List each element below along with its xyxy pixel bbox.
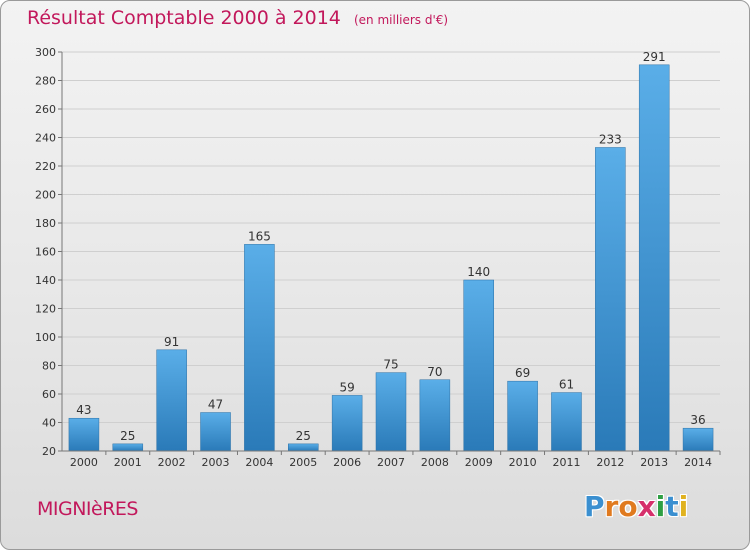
- x-tick-label-2000: 2000: [70, 456, 98, 469]
- x-tick-label-2012: 2012: [596, 456, 624, 469]
- x-tick-label-2005: 2005: [289, 456, 317, 469]
- y-tick-label: 280: [35, 75, 56, 88]
- x-tick-label-2003: 2003: [202, 456, 230, 469]
- bar-2006: [331, 395, 363, 452]
- x-tick-label-2013: 2013: [640, 456, 668, 469]
- logo-letter: t: [665, 490, 679, 523]
- value-label-2003: 47: [208, 398, 223, 412]
- logo-letter: P: [584, 490, 605, 523]
- logo-letter: o: [618, 490, 638, 523]
- x-tick-label-2014: 2014: [684, 456, 712, 469]
- bar-2003: [200, 412, 231, 452]
- value-label-2001: 25: [120, 429, 135, 443]
- bar-2005: [288, 443, 319, 452]
- value-label-2009: 140: [467, 265, 490, 279]
- x-tick-label-2008: 2008: [421, 456, 449, 469]
- bar-2013: [638, 64, 670, 452]
- x-tick-label-2004: 2004: [245, 456, 273, 469]
- value-label-2013: 291: [643, 50, 666, 64]
- bar-2002: [156, 349, 187, 452]
- x-tick-label-2002: 2002: [158, 456, 186, 469]
- y-tick-label: 220: [35, 160, 56, 173]
- x-tick-label-2007: 2007: [377, 456, 405, 469]
- proxiti-logo: Proxiti: [584, 490, 688, 523]
- value-label-2010: 69: [515, 366, 530, 380]
- bar-2008: [419, 379, 451, 452]
- y-tick-label: 300: [35, 46, 56, 59]
- x-tick-label-2010: 2010: [509, 456, 537, 469]
- y-tick-label: 200: [35, 189, 56, 202]
- logo-letter: x: [637, 490, 656, 523]
- value-label-2014: 36: [690, 413, 705, 427]
- chart-title: Résultat Comptable 2000 à 2014: [27, 7, 341, 29]
- bar-2012: [595, 147, 626, 452]
- bar-2010: [507, 380, 538, 452]
- y-tick-label: 20: [42, 445, 56, 458]
- y-tick-label: 160: [35, 246, 56, 259]
- commune-name: MIGNIèRES: [37, 498, 139, 520]
- logo-letter: r: [604, 490, 619, 523]
- y-tick-label: 260: [35, 103, 56, 116]
- bar-2007: [375, 372, 407, 452]
- value-label-2004: 165: [248, 229, 271, 243]
- y-tick-label: 140: [35, 274, 56, 287]
- bar-2004: [244, 244, 275, 452]
- logo-letter: i: [678, 490, 689, 523]
- value-label-2012: 233: [599, 132, 622, 146]
- y-tick-label: 180: [35, 217, 56, 230]
- x-tick-label-2009: 2009: [465, 456, 493, 469]
- value-label-2005: 25: [296, 429, 311, 443]
- chart-title-row: Résultat Comptable 2000 à 2014 (en milli…: [27, 7, 448, 29]
- value-label-2006: 59: [339, 380, 354, 394]
- bar-2001: [112, 443, 144, 452]
- value-label-2007: 75: [383, 358, 398, 372]
- y-tick-label: 60: [42, 388, 56, 401]
- x-tick-label-2006: 2006: [333, 456, 361, 469]
- value-label-2002: 91: [164, 335, 179, 349]
- y-tick-label: 40: [42, 417, 56, 430]
- y-tick-label: 120: [35, 303, 56, 316]
- bar-2009: [463, 279, 494, 452]
- y-tick-label: 100: [35, 331, 56, 344]
- chart-unit: (en milliers d'€): [353, 13, 449, 27]
- logo-letter: i: [655, 490, 666, 523]
- value-label-2011: 61: [559, 378, 574, 392]
- value-label-2008: 70: [427, 365, 442, 379]
- bar-2011: [551, 392, 582, 452]
- value-label-2000: 43: [76, 403, 91, 417]
- x-tick-label-2011: 2011: [552, 456, 580, 469]
- x-tick-label-2001: 2001: [114, 456, 142, 469]
- bar-2014: [682, 427, 714, 452]
- y-tick-label: 240: [35, 132, 56, 145]
- bar-2000: [68, 417, 100, 452]
- y-tick-label: 80: [42, 360, 56, 373]
